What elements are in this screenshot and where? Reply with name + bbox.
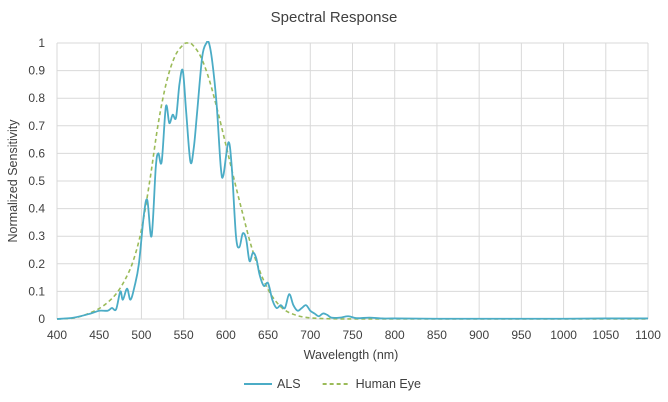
y-tick-label: 1 [38,36,45,50]
series-line-als [57,41,648,320]
legend-label-als: ALS [277,377,301,391]
x-tick-label: 1100 [635,328,661,342]
y-tick-label: 0.4 [28,202,45,216]
y-tick-label: 0.9 [28,64,45,78]
y-tick-label: 0.8 [28,91,45,105]
series-lines [57,41,648,320]
x-tick-label: 1050 [592,328,619,342]
x-tick-label: 600 [216,328,236,342]
x-tick-label: 750 [342,328,362,342]
x-tick-label: 450 [89,328,109,342]
y-tick-label: 0 [38,312,45,326]
x-tick-label: 400 [47,328,67,342]
x-tick-label: 550 [174,328,194,342]
x-tick-label: 650 [258,328,278,342]
x-tick-label: 1000 [550,328,577,342]
chart-title: Spectral Response [271,9,398,26]
y-axis-label: Normalized Sensitivity [6,119,20,243]
x-tick-label: 700 [300,328,320,342]
y-tick-label: 0.2 [28,257,45,271]
x-tick-label: 800 [385,328,405,342]
legend: ALS Human Eye [244,377,421,391]
y-tick-label: 0.6 [28,146,45,160]
x-axis-ticks: 400 450 500 550 600 650 700 750 800 850 900 950 1000… [47,328,661,342]
y-axis-ticks: 0 0.1 0.2 0.3 0.4 0.5 0.6 0.7 0.8 0.9 1 [28,36,45,326]
gridlines [56,42,649,320]
x-tick-label: 850 [427,328,447,342]
y-tick-label: 0.7 [28,119,45,133]
x-tick-label: 500 [131,328,151,342]
x-tick-label: 900 [469,328,489,342]
legend-label-human-eye: Human Eye [356,377,421,391]
x-tick-label: 950 [511,328,531,342]
series-line-human-eye [57,42,648,320]
y-tick-label: 0.1 [28,284,45,298]
y-tick-label: 0.5 [28,174,45,188]
y-tick-label: 0.3 [28,229,45,243]
x-axis-label: Wavelength (nm) [304,348,399,362]
